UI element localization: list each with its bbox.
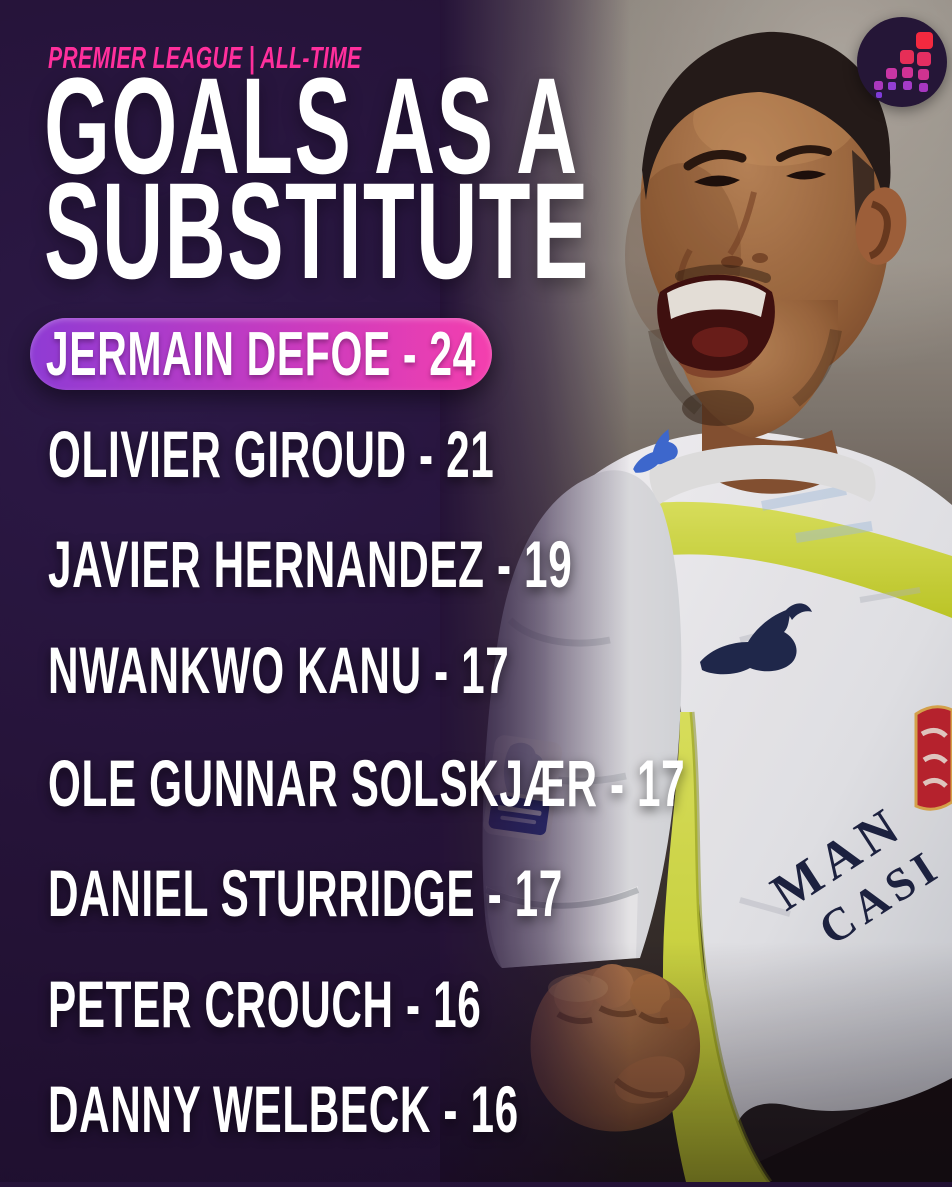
right-eye bbox=[786, 170, 826, 180]
rank-row-8: DANNY WELBECK - 16 bbox=[48, 1072, 519, 1146]
mouth bbox=[657, 274, 775, 378]
shirt-lime-band bbox=[582, 501, 952, 618]
player-photo: MAN CASI bbox=[440, 0, 952, 1184]
league-label: PREMIER LEAGUE | ALL-TIME bbox=[48, 40, 362, 75]
rank-row-7: PETER CROUCH - 16 bbox=[48, 967, 482, 1041]
left-eye bbox=[694, 175, 740, 187]
rank-row-4: NWANKWO KANU - 17 bbox=[48, 633, 510, 707]
headline-line-1: GOALS AS A bbox=[44, 50, 579, 203]
headline-line-2: SUBSTITUTE bbox=[44, 155, 590, 308]
brand-logo bbox=[857, 17, 947, 107]
leader-highlight-pill: JERMAIN DEFOE - 24 bbox=[30, 318, 492, 390]
puma-logo bbox=[700, 603, 812, 675]
ear bbox=[855, 187, 907, 265]
hair bbox=[642, 31, 891, 206]
rank-row-6: DANIEL STURRIDGE - 17 bbox=[48, 856, 563, 930]
collar bbox=[649, 444, 876, 504]
rank-row-3: JAVIER HERNANDEZ - 19 bbox=[48, 527, 573, 601]
rank-row-2: OLIVIER GIROUD - 21 bbox=[48, 417, 495, 491]
leader-name-value: JERMAIN DEFOE - 24 bbox=[45, 319, 477, 389]
head bbox=[625, 31, 907, 438]
teeth bbox=[667, 280, 766, 319]
rank-row-5: OLE GUNNAR SOLSKJÆR - 17 bbox=[48, 746, 686, 820]
rising-steps-icon bbox=[874, 32, 933, 98]
club-crest bbox=[914, 705, 952, 811]
player-photo-illustration: MAN CASI bbox=[440, 0, 952, 1184]
